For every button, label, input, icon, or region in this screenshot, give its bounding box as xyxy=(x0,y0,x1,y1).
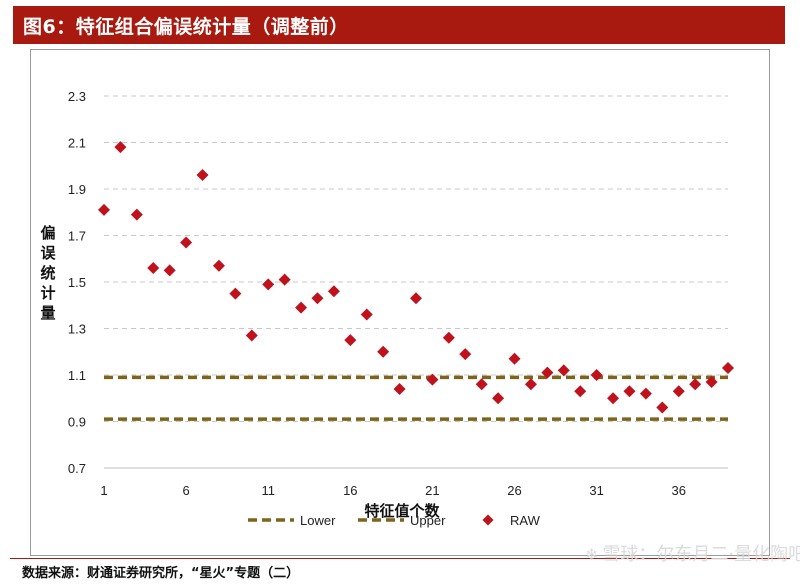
raw-point xyxy=(557,364,570,377)
raw-point xyxy=(475,378,488,391)
raw-point xyxy=(623,385,636,398)
raw-point xyxy=(705,375,718,388)
raw-point xyxy=(147,262,160,275)
raw-point xyxy=(114,141,127,154)
raw-point xyxy=(360,308,373,321)
watermark: ❄ 雪球：尔东月二·量化陶吧 xyxy=(585,540,800,566)
data-source: 数据来源：财通证券研究所，“星火”专题（二） xyxy=(22,566,300,581)
y-tick-label: 2.3 xyxy=(68,89,86,104)
raw-point xyxy=(426,373,439,386)
raw-point xyxy=(410,292,422,305)
y-axis-title: 偏误统计量 xyxy=(40,224,56,322)
y-tick-label: 1.7 xyxy=(68,229,86,244)
x-tick-label: 26 xyxy=(507,483,521,498)
raw-point xyxy=(590,369,603,381)
raw-point xyxy=(196,169,209,182)
x-tick-label: 31 xyxy=(589,483,603,498)
raw-point xyxy=(212,259,225,272)
raw-point xyxy=(574,385,587,398)
legend-label: RAW xyxy=(510,513,541,528)
raw-point xyxy=(262,278,275,291)
raw-point xyxy=(245,329,258,342)
raw-point xyxy=(541,366,554,379)
raw-point xyxy=(508,352,521,365)
y-tick-label: 1.9 xyxy=(68,182,86,197)
raw-point xyxy=(492,392,505,405)
raw-point xyxy=(278,273,291,286)
raw-point xyxy=(327,285,340,298)
raw-point xyxy=(672,385,685,398)
y-tick-label: 2.1 xyxy=(68,136,86,151)
raw-point xyxy=(689,378,702,391)
y-tick-label: 1.1 xyxy=(68,368,86,383)
legend-swatch-raw xyxy=(482,514,494,526)
y-tick-label: 1.3 xyxy=(68,322,86,337)
raw-point xyxy=(344,334,357,347)
x-tick-label: 36 xyxy=(672,483,686,498)
raw-point xyxy=(180,236,193,249)
raw-point xyxy=(639,387,652,400)
raw-point xyxy=(459,348,472,361)
x-tick-label: 21 xyxy=(425,483,439,498)
raw-point xyxy=(722,362,734,375)
y-tick-label: 1.5 xyxy=(68,275,86,290)
x-tick-label: 6 xyxy=(182,483,189,498)
legend-label: Upper xyxy=(410,513,446,528)
raw-point xyxy=(377,345,390,358)
legend-label: Lower xyxy=(300,513,336,528)
raw-point xyxy=(311,292,324,305)
y-tick-label: 0.7 xyxy=(68,461,86,476)
y-tick-label: 0.9 xyxy=(68,415,86,430)
raw-point xyxy=(607,392,620,405)
x-tick-label: 1 xyxy=(100,483,107,498)
raw-point xyxy=(524,378,537,391)
raw-point xyxy=(130,208,143,221)
raw-point xyxy=(393,382,406,395)
raw-point xyxy=(442,331,455,344)
snowball-logo-icon: ❄ xyxy=(585,545,599,564)
chart-title: 图6：特征组合偏误统计量（调整前） xyxy=(23,16,349,38)
x-tick-label: 11 xyxy=(261,483,275,498)
chart-frame xyxy=(30,49,770,556)
title-bar: 图6：特征组合偏误统计量（调整前） xyxy=(13,6,785,44)
raw-point xyxy=(229,287,242,300)
raw-point xyxy=(163,264,176,277)
watermark-text: 雪球：尔东月二·量化陶吧 xyxy=(602,544,800,565)
x-axis-title: 特征值个数 xyxy=(364,502,440,520)
raw-point xyxy=(295,301,308,314)
source-divider xyxy=(10,558,790,559)
raw-point xyxy=(98,203,110,216)
x-tick-label: 16 xyxy=(343,483,357,498)
raw-point xyxy=(656,401,669,414)
